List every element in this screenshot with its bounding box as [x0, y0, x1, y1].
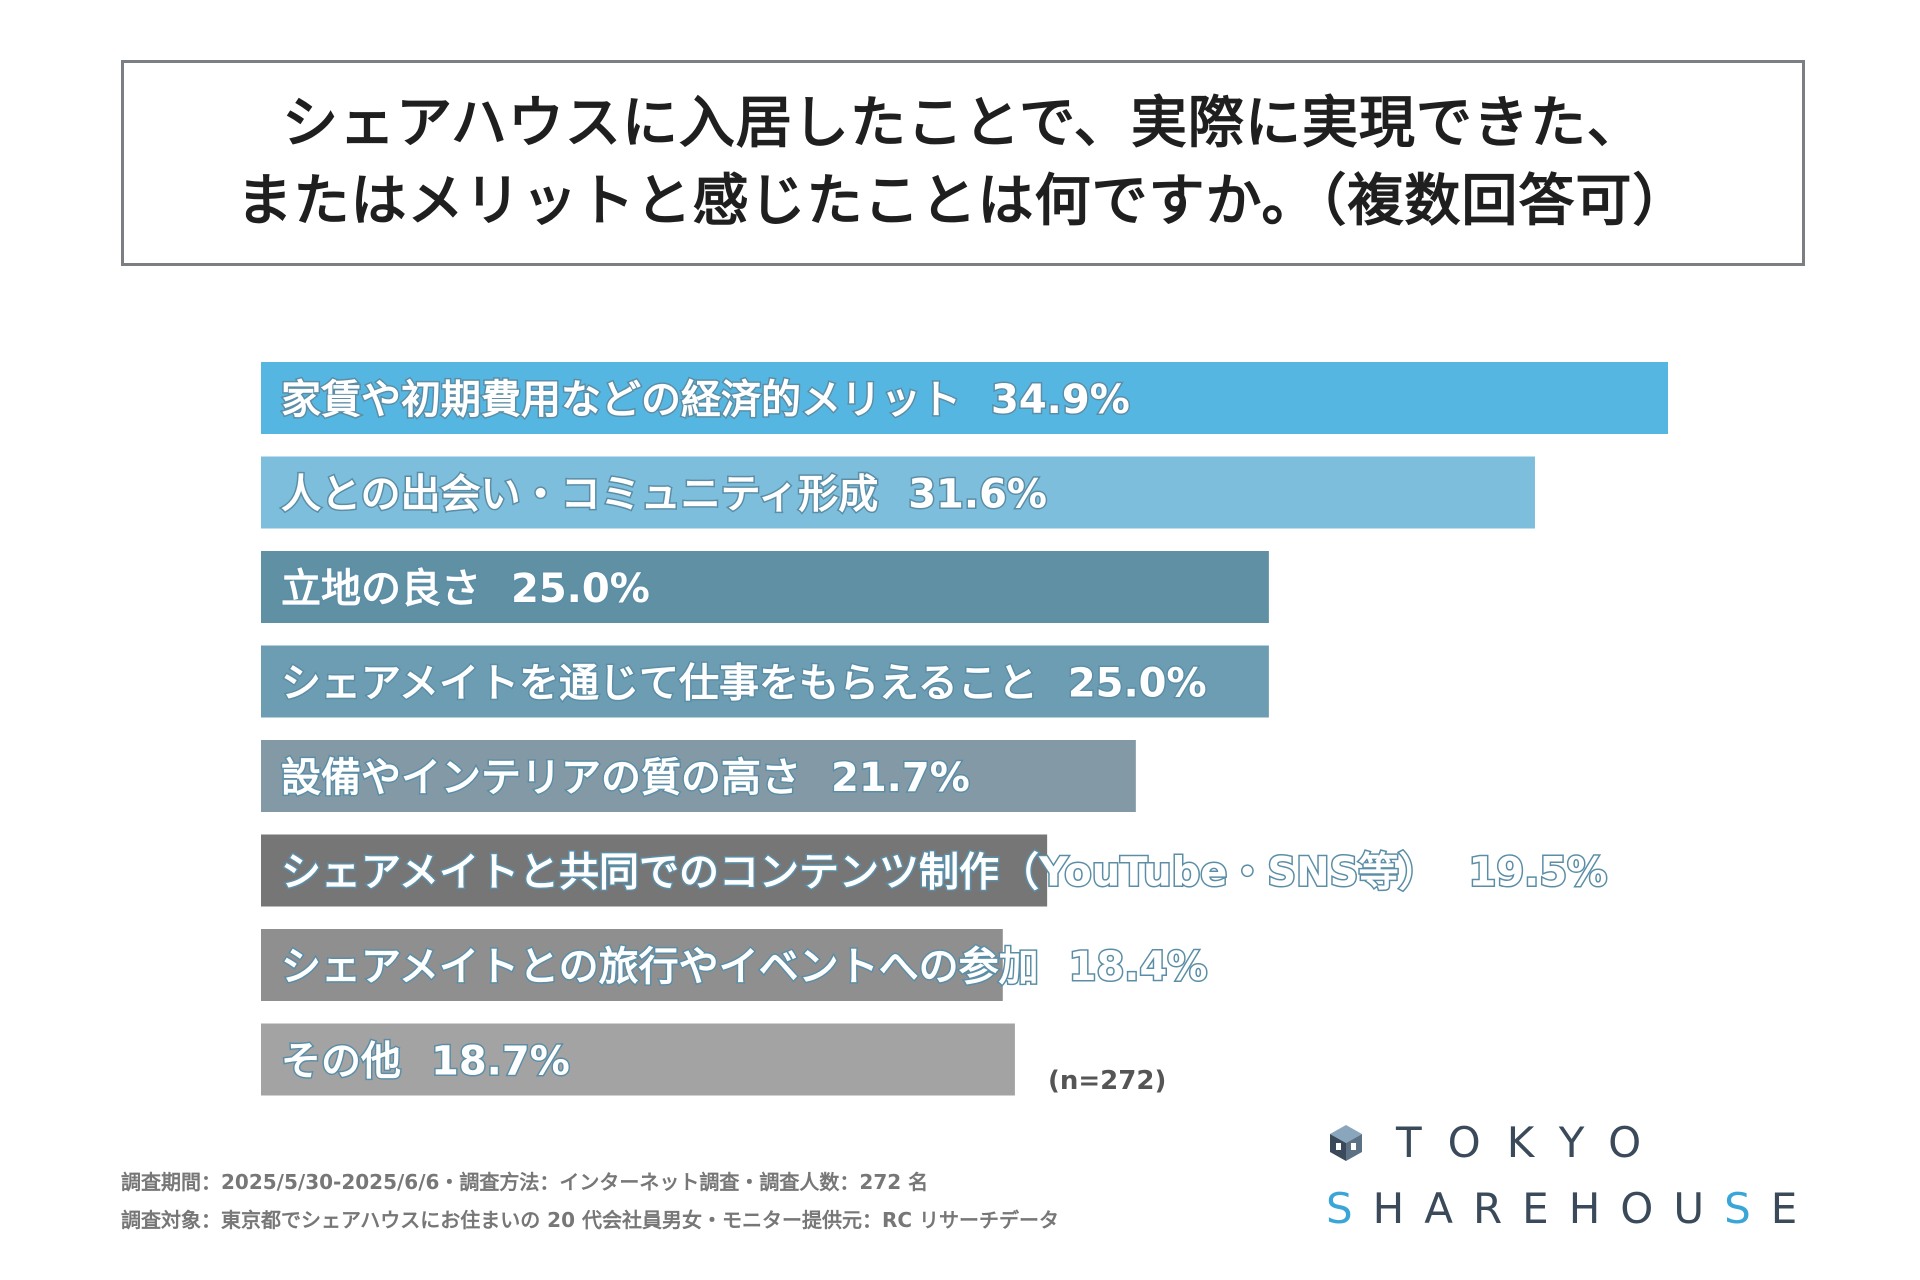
bar-1: [261, 362, 1668, 434]
bar-label-2: 人との出会い・コミュニティ形成 31.6%: [281, 472, 1047, 518]
survey-period-note: 調査期間：2025/5/30-2025/6/6・調査方法：インターネット調査・調…: [121, 1170, 929, 1194]
bar-label-8: その他 18.7%: [281, 1039, 570, 1085]
logo-word-sharehouse: SHAREHOUSE: [1326, 1184, 1817, 1233]
value-label-6: 19.5%: [1468, 850, 1607, 896]
value-label-3: 25.0%: [511, 566, 650, 612]
title-box: シェアハウスに入居したことで、実際に実現できた、 またはメリットと感じたことは何…: [121, 60, 1805, 266]
logo-letter-e: E: [1770, 1184, 1818, 1233]
bar-label-4: シェアメイトを通じて仕事をもらえること 25.0%: [281, 661, 1207, 707]
category-label-3: 立地の良さ: [281, 566, 481, 612]
bar-label-6: シェアメイトと共同でのコンテンツ制作（YouTube・SNS等） 19.5%: [281, 850, 1607, 896]
value-label-7: 18.4%: [1069, 944, 1208, 990]
value-label-5: 21.7%: [831, 755, 970, 801]
category-label-4: シェアメイトを通じて仕事をもらえること: [281, 661, 1038, 707]
bar-8: [261, 1023, 1015, 1096]
bar-7: [261, 929, 1003, 1001]
value-label-8: 18.7%: [431, 1039, 570, 1085]
chart-title-line-1: シェアハウスに入居したことで、実際に実現できた、: [282, 91, 1644, 156]
bar-label-7: シェアメイトとの旅行やイベントへの参加 18.4%: [281, 944, 1207, 990]
bar-3: [261, 551, 1269, 623]
bar-6: [261, 834, 1048, 907]
bar-5: [261, 740, 1136, 812]
bar-2: [261, 456, 1535, 529]
category-label-6: シェアメイトと共同でのコンテンツ制作（YouTube・SNS等）: [281, 850, 1438, 896]
logo-letters-harehou: HAREHOU: [1372, 1184, 1725, 1233]
logo-word-tokyo: TOKYO: [1396, 1118, 1668, 1167]
value-label-1: 34.9%: [991, 377, 1130, 423]
bar-label-1: 家賃や初期費用などの経済的メリット 34.9%: [281, 377, 1130, 423]
category-label-7: シェアメイトとの旅行やイベントへの参加: [281, 944, 1039, 990]
logo-letter-accent-2: S: [1724, 1184, 1771, 1233]
value-label-4: 25.0%: [1068, 661, 1207, 707]
bar-4: [261, 645, 1269, 718]
category-label-5: 設備やインテリアの質の高さ: [281, 755, 801, 801]
tokyo-sharehouse-logo: TOKYO SHAREHOUSE: [1326, 1118, 1806, 1233]
category-label-1: 家賃や初期費用などの経済的メリット: [281, 377, 961, 423]
sample-size-note: (n=272): [1048, 1066, 1167, 1096]
bar-label-3: 立地の良さ 25.0%: [281, 566, 650, 612]
survey-target-note: 調査対象：東京都でシェアハウスにお住まいの 20 代会社員男女・モニター提供元：…: [121, 1208, 1059, 1232]
chart-title-line-2: またはメリットと感じたことは何ですか。（複数回答可）: [236, 169, 1690, 234]
bar-label-5: 設備やインテリアの質の高さ 21.7%: [281, 755, 970, 801]
value-label-2: 31.6%: [908, 472, 1047, 518]
logo-letter-accent-1: S: [1326, 1184, 1373, 1233]
cube-icon: [1330, 1124, 1362, 1161]
category-label-2: 人との出会い・コミュニティ形成: [281, 472, 878, 518]
category-label-8: その他: [281, 1039, 401, 1085]
